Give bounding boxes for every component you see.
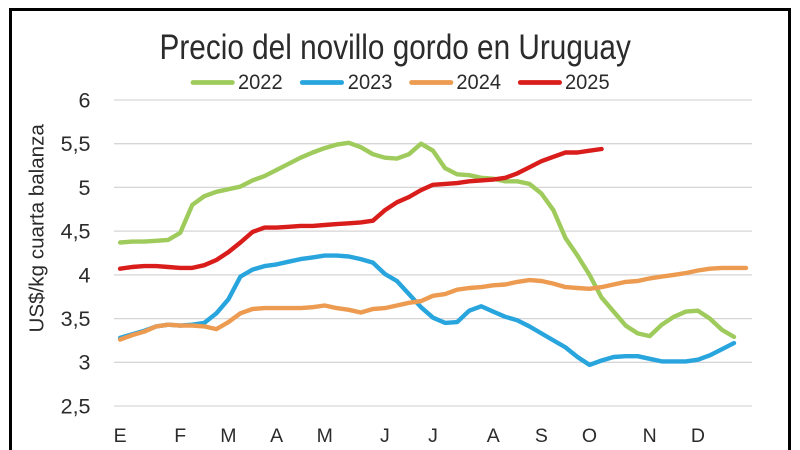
svg-text:2025: 2025 [565,70,610,94]
svg-text:5,5: 5,5 [61,132,91,156]
svg-text:5: 5 [79,176,91,200]
svg-text:E: E [114,425,127,447]
svg-text:6: 6 [79,88,91,112]
svg-text:O: O [582,425,597,447]
svg-text:J: J [428,425,438,447]
svg-text:D: D [691,425,705,447]
svg-text:N: N [643,425,657,447]
svg-text:M: M [220,425,236,447]
svg-text:M: M [317,425,333,447]
svg-text:US$/kg cuarta balanza: US$/kg cuarta balanza [26,124,49,333]
svg-text:4: 4 [79,263,91,287]
svg-text:4,5: 4,5 [61,220,91,244]
svg-text:S: S [535,425,548,447]
svg-text:2023: 2023 [348,70,393,94]
svg-text:3: 3 [79,351,91,375]
svg-text:Precio del novillo gordo en Ur: Precio del novillo gordo en Uruguay [160,26,632,66]
svg-text:A: A [270,425,283,447]
svg-text:J: J [380,425,390,447]
svg-text:2,5: 2,5 [61,394,91,418]
svg-text:F: F [174,425,186,447]
svg-text:2022: 2022 [238,70,283,94]
svg-text:A: A [487,425,500,447]
svg-text:2024: 2024 [456,70,501,94]
svg-text:3,5: 3,5 [61,307,91,331]
